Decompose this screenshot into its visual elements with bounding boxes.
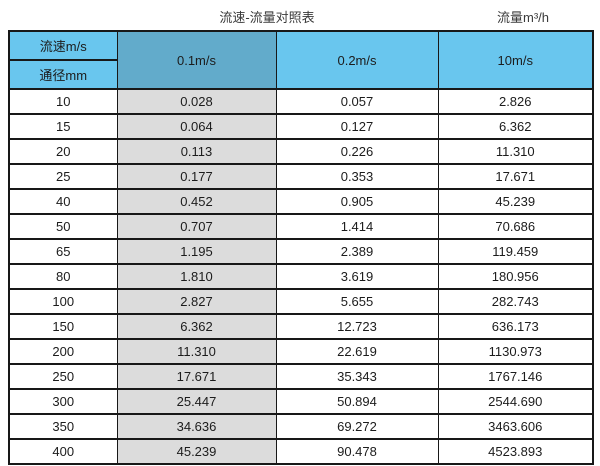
diameter-cell: 150 (8, 313, 118, 340)
corner-velocity-label: 流速m/s (8, 30, 118, 61)
flow-value-cell-0-1ms: 0.113 (116, 138, 277, 165)
page-title: 流速-流量对照表 (219, 10, 315, 25)
diameter-cell: 200 (8, 338, 118, 365)
table-row: 25 0.177 0.353 17.671 (8, 163, 594, 190)
flow-value-cell-0-2ms: 0.353 (275, 163, 439, 190)
table-row: 20 0.113 0.226 11.310 (8, 138, 594, 165)
flow-value-cell-0-2ms: 0.905 (275, 188, 439, 215)
flow-value-cell-10ms: 45.239 (437, 188, 594, 215)
table-row: 15 0.064 0.127 6.362 (8, 113, 594, 140)
table-header: 流速m/s 0.1m/s 0.2m/s 10m/s 通径mm (8, 30, 594, 90)
flow-value-cell-0-2ms: 50.894 (275, 388, 439, 415)
table-body: 10 0.028 0.057 2.826 15 0.064 0.127 6.362 20 0.11… (8, 88, 594, 465)
flow-unit-label: 流量m³/h (496, 10, 550, 25)
diameter-cell: 80 (8, 263, 118, 290)
flow-value-cell-0-2ms: 35.343 (275, 363, 439, 390)
diameter-cell: 20 (8, 138, 118, 165)
flow-value-cell-0-1ms: 17.671 (116, 363, 277, 390)
flow-value-cell-10ms: 6.362 (437, 113, 594, 140)
flow-value-cell-0-1ms: 6.362 (116, 313, 277, 340)
flow-value-cell-0-2ms: 2.389 (275, 238, 439, 265)
flow-value-cell-10ms: 4523.893 (437, 438, 594, 465)
flow-value-cell-0-1ms: 2.827 (116, 288, 277, 315)
diameter-cell: 100 (8, 288, 118, 315)
flow-value-cell-0-2ms: 22.619 (275, 338, 439, 365)
table-row: 80 1.810 3.619 180.956 (8, 263, 594, 290)
table-row: 350 34.636 69.272 3463.606 (8, 413, 594, 440)
flow-value-cell-0-2ms: 0.057 (275, 88, 439, 115)
flow-value-cell-0-2ms: 69.272 (275, 413, 439, 440)
flow-value-cell-10ms: 636.173 (437, 313, 594, 340)
flow-value-cell-10ms: 180.956 (437, 263, 594, 290)
diameter-cell: 15 (8, 113, 118, 140)
table-row: 10 0.028 0.057 2.826 (8, 88, 594, 115)
diameter-cell: 400 (8, 438, 118, 465)
flow-rate-table: 流速m/s 0.1m/s 0.2m/s 10m/s 通径mm 10 0.028 0.… (8, 30, 594, 465)
flow-value-cell-0-1ms: 34.636 (116, 413, 277, 440)
flow-value-cell-0-2ms: 0.127 (275, 113, 439, 140)
flow-value-cell-10ms: 1767.146 (437, 363, 594, 390)
flow-value-cell-0-2ms: 3.619 (275, 263, 439, 290)
corner-diameter-label: 通径mm (8, 59, 118, 90)
flow-value-cell-10ms: 3463.606 (437, 413, 594, 440)
table-row: 250 17.671 35.343 1767.146 (8, 363, 594, 390)
diameter-cell: 40 (8, 188, 118, 215)
table-row: 400 45.239 90.478 4523.893 (8, 438, 594, 465)
column-header-0-1ms: 0.1m/s (116, 30, 277, 90)
flow-value-cell-0-1ms: 0.452 (116, 188, 277, 215)
table-row: 150 6.362 12.723 636.173 (8, 313, 594, 340)
diameter-cell: 250 (8, 363, 118, 390)
table-row: 50 0.707 1.414 70.686 (8, 213, 594, 240)
flow-value-cell-10ms: 70.686 (437, 213, 594, 240)
flow-value-cell-10ms: 2.826 (437, 88, 594, 115)
flow-value-cell-0-1ms: 0.064 (116, 113, 277, 140)
flow-value-cell-0-2ms: 90.478 (275, 438, 439, 465)
flow-value-cell-0-1ms: 1.195 (116, 238, 277, 265)
diameter-cell: 350 (8, 413, 118, 440)
flow-value-cell-0-1ms: 45.239 (116, 438, 277, 465)
flow-value-cell-0-1ms: 11.310 (116, 338, 277, 365)
flow-value-cell-10ms: 119.459 (437, 238, 594, 265)
table-row: 65 1.195 2.389 119.459 (8, 238, 594, 265)
flow-value-cell-0-1ms: 1.810 (116, 263, 277, 290)
flow-value-cell-10ms: 282.743 (437, 288, 594, 315)
table-row: 200 11.310 22.619 1130.973 (8, 338, 594, 365)
diameter-cell: 65 (8, 238, 118, 265)
flow-value-cell-0-2ms: 1.414 (275, 213, 439, 240)
flow-value-cell-0-2ms: 12.723 (275, 313, 439, 340)
flow-value-cell-10ms: 1130.973 (437, 338, 594, 365)
top-header-bar: 流速-流量对照表 流量m³/h (0, 0, 600, 30)
flow-value-cell-0-1ms: 0.707 (116, 213, 277, 240)
flow-value-cell-0-1ms: 0.177 (116, 163, 277, 190)
flow-value-cell-0-1ms: 0.028 (116, 88, 277, 115)
table-row: 100 2.827 5.655 282.743 (8, 288, 594, 315)
diameter-cell: 50 (8, 213, 118, 240)
header-row-diameter: 通径mm (8, 59, 593, 90)
flow-value-cell-0-2ms: 5.655 (275, 288, 439, 315)
flow-value-cell-10ms: 11.310 (437, 138, 594, 165)
diameter-cell: 25 (8, 163, 118, 190)
flow-value-cell-10ms: 17.671 (437, 163, 594, 190)
table-row: 300 25.447 50.894 2544.690 (8, 388, 594, 415)
table-row: 40 0.452 0.905 45.239 (8, 188, 594, 215)
flow-value-cell-10ms: 2544.690 (437, 388, 594, 415)
diameter-cell: 300 (8, 388, 118, 415)
column-header-0-2ms: 0.2m/s (275, 30, 439, 90)
flow-value-cell-0-2ms: 0.226 (275, 138, 439, 165)
column-header-10ms: 10m/s (437, 30, 594, 90)
header-row-velocity: 流速m/s 0.1m/s 0.2m/s 10m/s (8, 30, 594, 90)
diameter-cell: 10 (8, 88, 118, 115)
flow-value-cell-0-1ms: 25.447 (116, 388, 277, 415)
